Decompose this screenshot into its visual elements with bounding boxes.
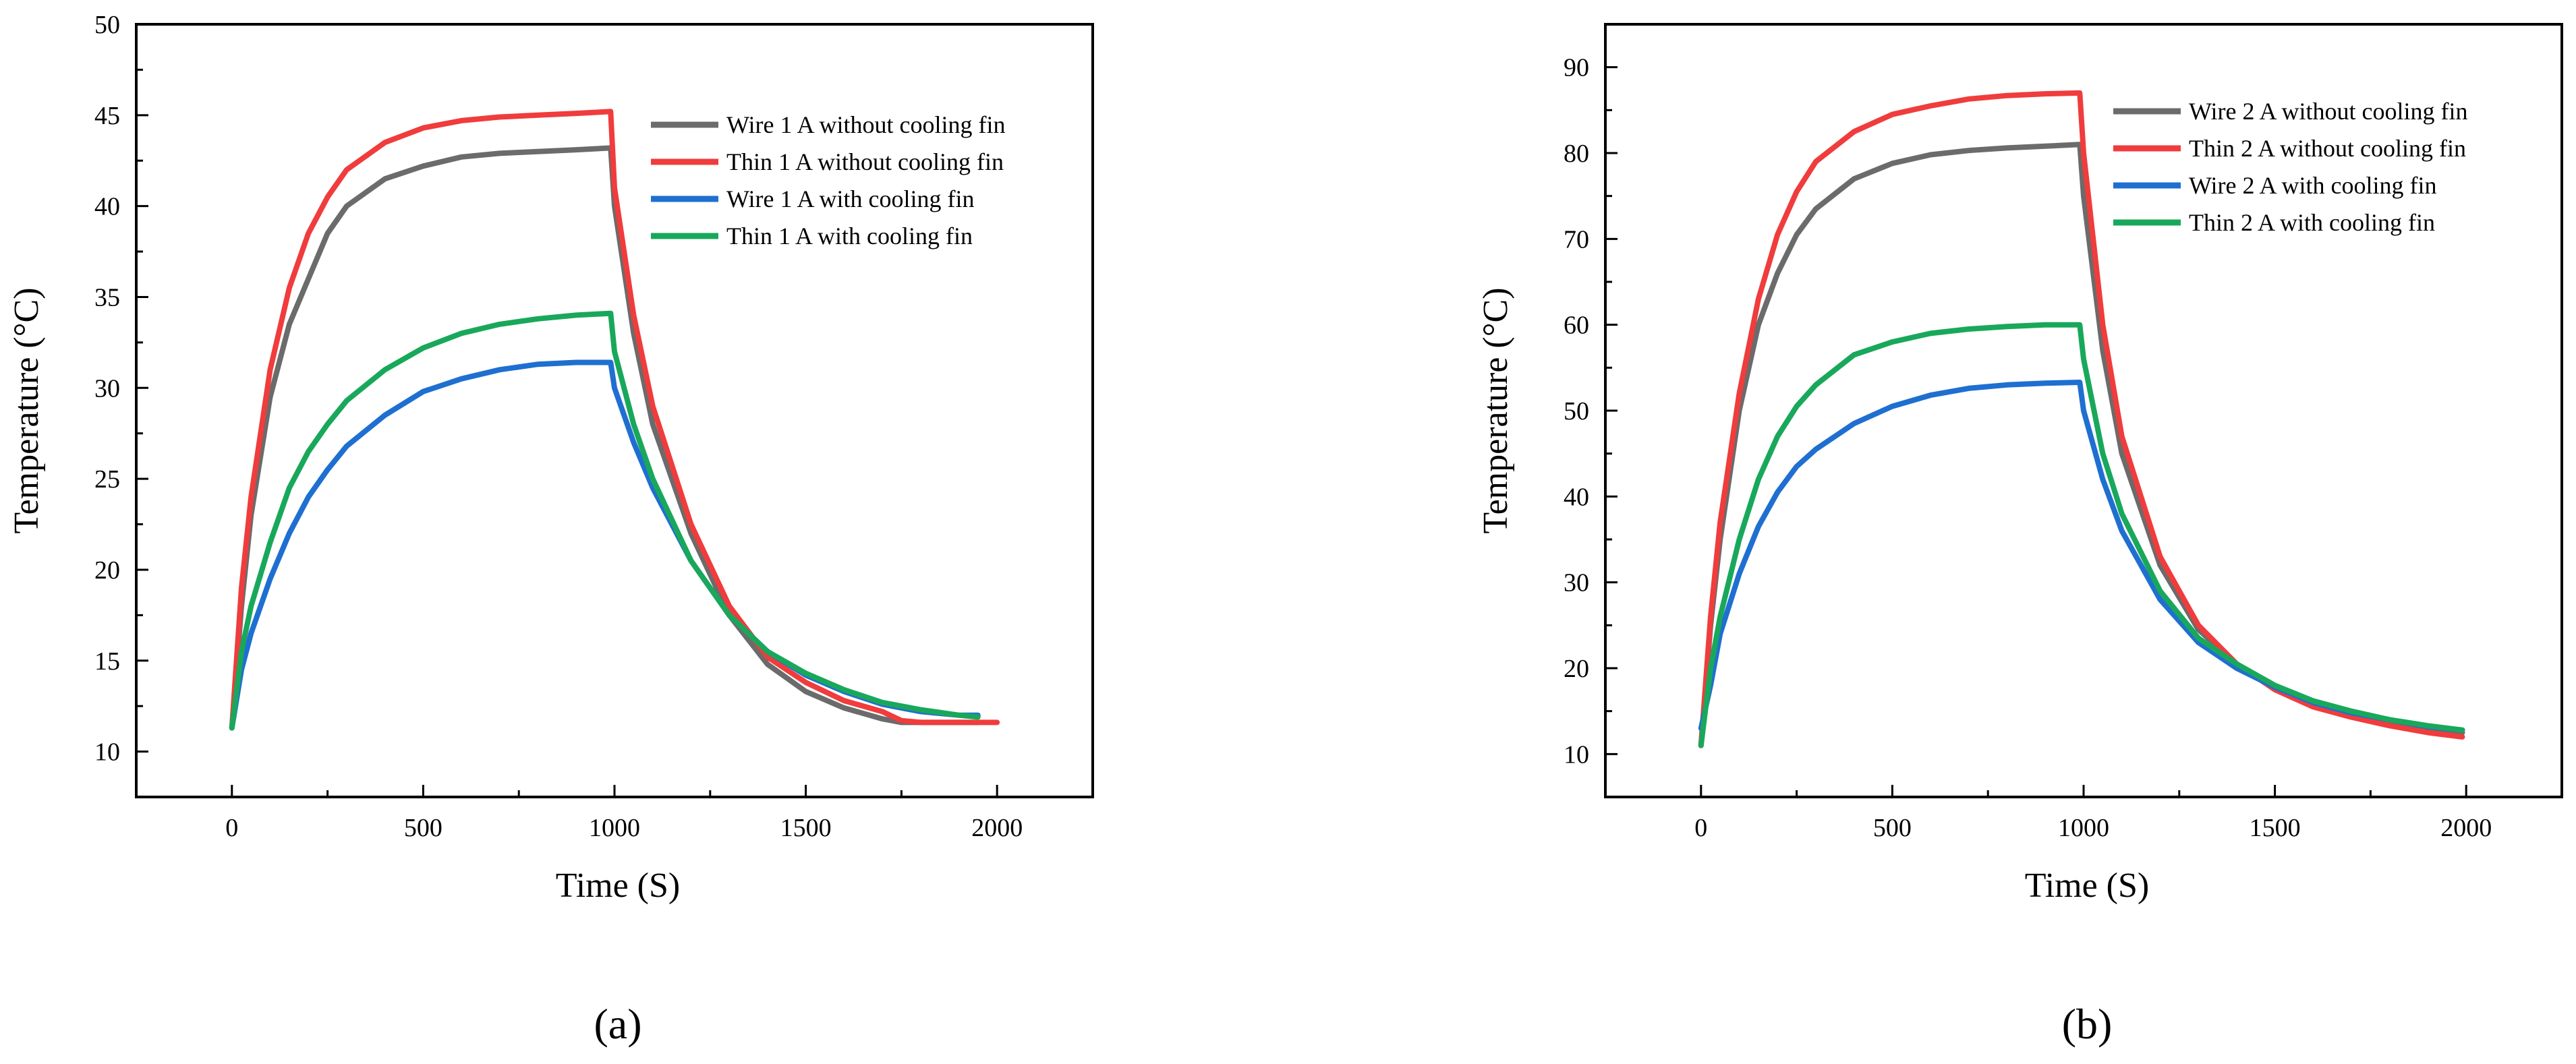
x-tick-label: 0: [1694, 814, 1707, 842]
legend: Wire 1 A without cooling fin Thin 1 A wit…: [651, 111, 1006, 249]
x-tick-label: 0: [225, 814, 238, 842]
y-tick-label: 35: [94, 283, 120, 312]
x-tick-label: 2000: [2440, 814, 2492, 842]
x-tick-label: 1500: [2250, 814, 2301, 842]
y-axis-title: Temperature (°C): [7, 287, 46, 533]
y-tick-label: 40: [1564, 483, 1589, 511]
legend-label: Wire 1 A without cooling fin: [726, 111, 1006, 138]
x-axis-title: Time (S): [556, 866, 680, 905]
x-axis-title: Time (S): [2025, 866, 2149, 905]
y-tick-label: 40: [94, 193, 120, 221]
chart-panel-a: 0 500 1000 1500 2000 10 15 20 25 30 35 40 45 50 Time (…: [7, 11, 1094, 1048]
legend-label: Thin 2 A with cooling fin: [2189, 209, 2435, 236]
x-tick-label: 2000: [971, 814, 1023, 842]
y-tick-label: 10: [94, 738, 120, 767]
legend-label: Thin 1 A without cooling fin: [726, 148, 1004, 175]
legend-label: Wire 2 A without cooling fin: [2189, 98, 2468, 125]
legend-label: Thin 2 A without cooling fin: [2189, 135, 2466, 162]
x-tick-label: 1000: [589, 814, 640, 842]
series-line-a-2: [229, 109, 1000, 731]
series-line-b-3: [1698, 380, 2465, 733]
x-tick-label: 500: [1873, 814, 1912, 842]
y-axis-title: Temperature (°C): [1477, 287, 1515, 533]
legend-label: Wire 2 A with cooling fin: [2189, 172, 2437, 199]
series-line-b-4: [1698, 322, 2465, 748]
legend-label: Thin 1 A with cooling fin: [726, 223, 973, 249]
y-tick-label: 90: [1564, 54, 1589, 82]
y-tick-label: 15: [94, 647, 120, 676]
x-tick-label: 500: [404, 814, 442, 842]
y-tick-label: 30: [94, 374, 120, 403]
x-tick-label: 1000: [2058, 814, 2109, 842]
series-line-a-4: [229, 310, 981, 731]
series-line-a-3: [229, 359, 981, 731]
legend: Wire 2 A without cooling fin Thin 2 A wit…: [2113, 98, 2468, 236]
x-tick-label: 1500: [780, 814, 832, 842]
series-line-a-1: [229, 145, 981, 731]
y-tick-label: 20: [94, 556, 120, 585]
y-tick-label: 45: [94, 102, 120, 130]
series-line-b-2: [1698, 90, 2465, 748]
y-tick-label: 25: [94, 465, 120, 494]
y-tick-label: 50: [1564, 397, 1589, 425]
y-tick-label: 70: [1564, 225, 1589, 254]
y-tick-label: 10: [1564, 740, 1589, 769]
legend-label: Wire 1 A with cooling fin: [726, 185, 975, 212]
y-tick-label: 60: [1564, 312, 1589, 340]
y-tick-label: 50: [94, 11, 120, 39]
y-tick-label: 30: [1564, 569, 1589, 597]
panel-label: (a): [594, 1000, 641, 1048]
chart-panel-b: 0 500 1000 1500 2000 10 20 30 40 50 60 70 80 90 Time (…: [1477, 23, 2563, 1048]
y-tick-label: 20: [1564, 655, 1589, 683]
panel-label: (b): [2062, 1000, 2113, 1048]
y-tick-label: 80: [1564, 140, 1589, 168]
